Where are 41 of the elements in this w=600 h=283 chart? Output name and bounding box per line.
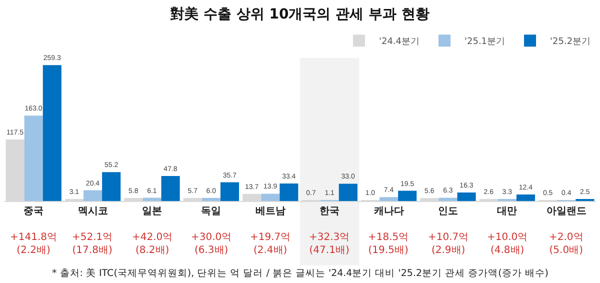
bar: [457, 192, 476, 201]
bar: [24, 116, 43, 201]
bar: [516, 194, 536, 201]
x-tick-label: 독일: [201, 206, 222, 217]
text: +18.5억 (19.5배): [368, 232, 409, 256]
x-tick-label: 베트남: [255, 206, 286, 217]
text: +10.0억 (4.8배): [487, 232, 528, 256]
text: * 출처: 美 ITC(국제무역위원회), 단위는 억 달러 / 붉은 글씨는 '24.4분기 대비 '25.2분기 관세 증가액(증가 배수): [52, 267, 549, 279]
text: +32.3억 (47.1배): [309, 232, 350, 256]
bar: [398, 190, 417, 201]
x-tick-label: 인도: [438, 206, 458, 217]
bar: [42, 65, 62, 201]
x-tick-label: 아일랜드: [546, 206, 586, 217]
legend-label: '25.2분기: [550, 37, 591, 48]
text: +52.1억 (17.8배): [72, 232, 113, 256]
text: +10.7억 (2.9배): [428, 232, 469, 256]
text: +30.0억 (6.3배): [191, 232, 232, 256]
x-tick-label: 한국: [320, 206, 340, 217]
bar: [102, 172, 121, 201]
bar: [202, 198, 220, 201]
bar: [84, 190, 102, 201]
legend-label: '24.4분기: [379, 37, 420, 48]
bar: [161, 176, 180, 201]
x-tick-label: 멕시코: [78, 206, 108, 217]
bar: [142, 198, 162, 201]
text: +2.0억 (5.0배): [549, 232, 584, 256]
bar: [380, 197, 398, 201]
bar: [220, 182, 240, 201]
legend-label: '25.1분기: [464, 37, 506, 48]
bar: [338, 184, 358, 201]
x-tick-label: 일본: [142, 206, 162, 217]
text: +141.8억 (2.2배): [10, 232, 58, 256]
x-tick-label: 중국: [24, 206, 44, 217]
bar: [280, 184, 298, 201]
bar: [261, 194, 280, 201]
text: +19.7억 (2.4배): [250, 232, 291, 256]
x-tick-label: 캐나다: [372, 206, 404, 217]
bar: [438, 198, 458, 201]
text: +42.0억 (8.2배): [132, 232, 173, 256]
x-tick-label: 대만: [497, 206, 518, 217]
chart-title: 對美 수출 상위 10개국의 관세 부과 현황: [170, 5, 430, 22]
